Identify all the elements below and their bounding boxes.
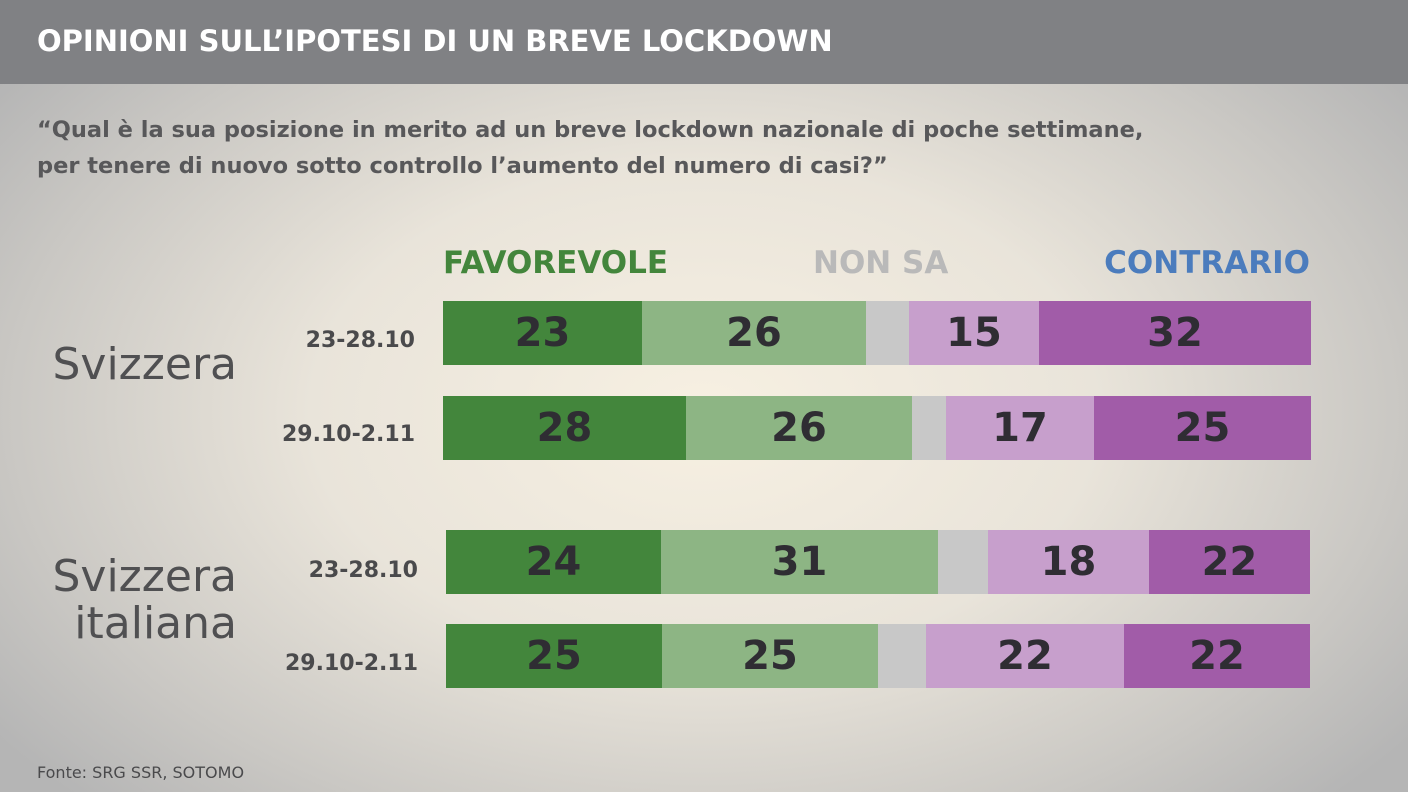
- question-line-2: per tenere di nuovo sotto controllo l’au…: [37, 153, 888, 179]
- bar-value-label: 25: [742, 633, 798, 679]
- group-label-line: Svizzera: [52, 339, 237, 390]
- bar-value-label: 25: [1174, 405, 1231, 451]
- bar-segment-fav-strong: 28: [443, 396, 686, 460]
- row-label-period: 23-28.10: [305, 328, 415, 353]
- bar-segment-fav-weak: 26: [686, 396, 912, 460]
- survey-question: “Qual è la sua posizione in merito ad un…: [37, 112, 1237, 184]
- bar-segment-con-weak: 18: [988, 530, 1149, 594]
- bar-row: 24 31 18 22: [446, 530, 1310, 594]
- bar-value-label: 22: [1189, 633, 1245, 679]
- group-label-svizzera-italiana: Svizzera italiana: [37, 553, 237, 647]
- bar-segment-fav-strong: 25: [446, 624, 662, 688]
- bar-segment-fav-strong: 23: [443, 301, 642, 365]
- legend-favorevole: FAVOREVOLE: [443, 245, 669, 281]
- bar-value-label: 26: [771, 405, 827, 451]
- bar-segment-con-strong: 25: [1094, 396, 1311, 460]
- bar-row: 28 26 17 25: [443, 396, 1311, 460]
- bar-segment-fav-strong: 24: [446, 530, 661, 594]
- bar-segment-con-strong: 22: [1149, 530, 1310, 594]
- bar-segment-con-weak: 22: [926, 624, 1124, 688]
- bar-value-label: 32: [1147, 310, 1203, 356]
- bar-value-label: 17: [992, 405, 1048, 451]
- bar-value-label: 22: [1201, 539, 1258, 585]
- row-label-period: 29.10-2.11: [282, 422, 415, 447]
- legend-non-sa: NON SA: [813, 245, 949, 281]
- bar-segment-fav-weak: 31: [661, 530, 938, 594]
- row-label-period: 23-28.10: [308, 558, 418, 583]
- bar-value-label: 24: [525, 539, 582, 585]
- question-line-1: “Qual è la sua posizione in merito ad un…: [37, 117, 1144, 143]
- bar-value-label: 22: [997, 633, 1053, 679]
- group-label-line: italiana: [74, 598, 237, 649]
- bar-row: 23 26 15 32: [443, 301, 1311, 365]
- bar-value-label: 25: [526, 633, 582, 679]
- title-bar: OPINIONI SULL’IPOTESI DI UN BREVE LOCKDO…: [0, 0, 1408, 84]
- bar-segment-non-sa: [866, 301, 909, 365]
- row-label-period: 29.10-2.11: [285, 651, 418, 676]
- bar-value-label: 26: [726, 310, 782, 356]
- bar-segment-non-sa: [938, 530, 988, 594]
- legend-contrario: CONTRARIO: [1104, 245, 1310, 281]
- bar-segment-con-strong: 32: [1039, 301, 1311, 365]
- bar-segment-con-weak: 17: [946, 396, 1094, 460]
- bar-segment-con-strong: 22: [1124, 624, 1310, 688]
- bar-row: 25 25 22 22: [446, 624, 1310, 688]
- bar-segment-fav-weak: 26: [642, 301, 866, 365]
- bar-value-label: 18: [1040, 539, 1097, 585]
- bar-value-label: 28: [536, 405, 593, 451]
- bar-segment-fav-weak: 25: [662, 624, 878, 688]
- bar-value-label: 23: [514, 310, 571, 356]
- bar-segment-non-sa: [878, 624, 926, 688]
- bar-value-label: 15: [946, 310, 1002, 356]
- bar-value-label: 31: [771, 539, 828, 585]
- source-note: Fonte: SRG SSR, SOTOMO: [37, 763, 245, 782]
- bar-segment-con-weak: 15: [909, 301, 1039, 365]
- chart-title: OPINIONI SULL’IPOTESI DI UN BREVE LOCKDO…: [37, 24, 833, 58]
- bar-segment-non-sa: [912, 396, 946, 460]
- group-label-svizzera: Svizzera: [37, 341, 237, 388]
- group-label-line: Svizzera: [52, 551, 237, 602]
